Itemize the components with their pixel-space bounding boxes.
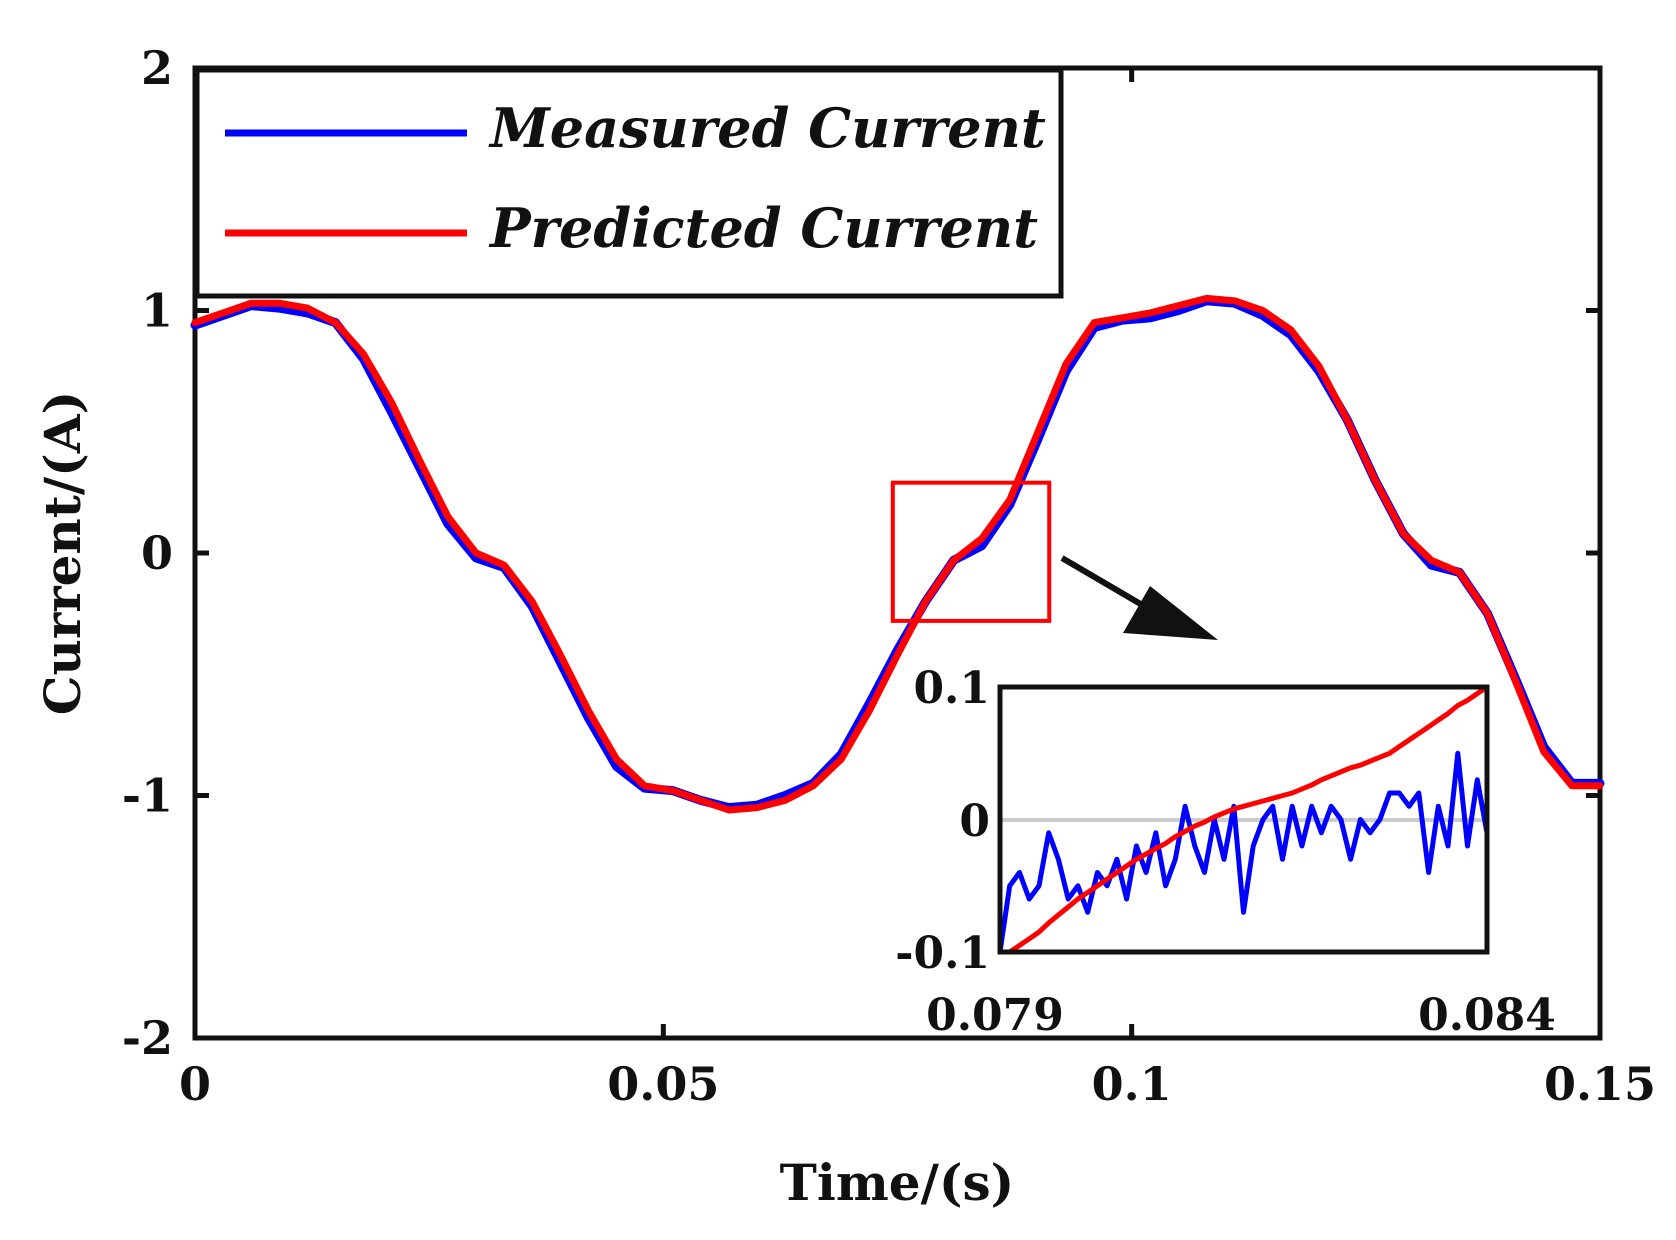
inset-series-line-predicted-current (997, 684, 1490, 955)
inset-series-layer (997, 684, 1490, 955)
y-tick-label: 1 (141, 284, 173, 338)
x-axis-title: Time/(s) (780, 1153, 1015, 1212)
legend: Measured Current Predicted Current (194, 67, 1064, 299)
zoom-highlight (890, 480, 1052, 623)
inset-y-tick-label-top: 0.1 (913, 663, 990, 714)
inset-frame (997, 684, 1490, 955)
legend-label-predicted: Predicted Current (488, 196, 1038, 260)
y-tick-label: 2 (141, 41, 173, 95)
series-line-predicted-current (191, 294, 1604, 814)
x-tick-label: 0.1 (1092, 1057, 1172, 1111)
y-tick-label: 0 (141, 526, 173, 580)
x-tick-label: 0.15 (1544, 1057, 1656, 1111)
legend-label-measured: Measured Current (488, 96, 1046, 160)
zoom-highlight-rect (890, 480, 1052, 623)
x-tick-label: 0.05 (607, 1057, 719, 1111)
y-axis: -2 -1 0 1 2 (122, 41, 1600, 1065)
inset-y-tick-label-zero: 0 (959, 796, 990, 847)
inset-x-tick-label-end: 0.084 (1418, 990, 1556, 1041)
inset-y-tick-label-bottom: -0.1 (895, 928, 990, 979)
inset-zoom-chart: 0.1 0 -0.1 0.079 0.084 (895, 663, 1556, 1041)
legend-box (194, 67, 1064, 299)
zoom-pointer-arrow-head (1123, 586, 1218, 640)
x-tick-label: 0 (179, 1057, 211, 1111)
y-axis-title: Current/(A) (33, 391, 92, 715)
main-series-layer (190, 294, 1605, 814)
y-tick-label: -1 (122, 769, 173, 823)
y-tick-label: -2 (122, 1011, 173, 1065)
inset-x-tick-label-start: 0.079 (926, 990, 1064, 1041)
x-axis: 0 0.05 0.1 0.15 (179, 68, 1656, 1111)
